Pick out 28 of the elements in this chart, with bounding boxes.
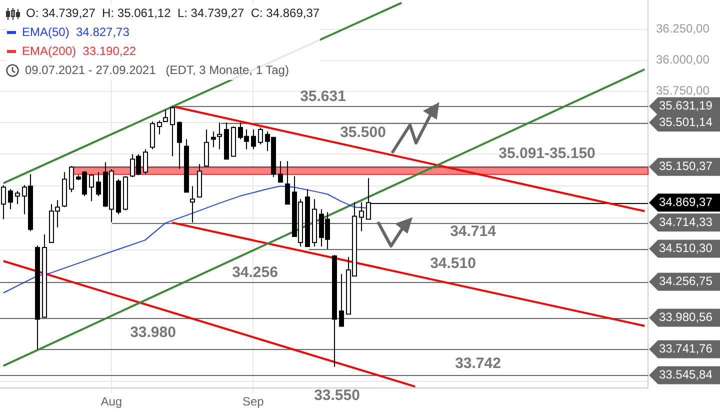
ref-line-label: 33.980,56 <box>659 310 713 324</box>
ref-line-label: 34.714,33 <box>659 214 713 229</box>
text: O: 34.739,27 H: 35.061,12 L: 34.739,27 C: 34.869,37 <box>26 5 320 22</box>
annotation: 34.510 <box>430 255 476 272</box>
annotation: 33.742 <box>455 355 501 372</box>
y-tick-label: 36.250,00 <box>656 22 710 36</box>
annotation: 35.631 <box>300 88 346 106</box>
x-tick-label: Sep <box>242 394 264 409</box>
text: 09.07.2021 - 27.09.2021 (EDT, 3 Monate, 1 Tag) <box>25 62 289 79</box>
y-tick-label: 35.750,00 <box>656 84 710 98</box>
annotation: 34.256 <box>232 264 278 282</box>
ref-line-label: 34.869,37 <box>659 194 713 209</box>
ref-line-label: 33.545,84 <box>659 368 713 382</box>
annotation: 34.714 <box>450 223 497 240</box>
x-tick-label: Aug <box>100 394 122 409</box>
ref-line-label: 35.501,14 <box>659 114 713 129</box>
ref-line-label: 34.256,75 <box>659 274 713 288</box>
annotation: 35.500 <box>340 124 386 142</box>
band-label: 35.091-35.150 <box>498 145 596 162</box>
annotation: 33.980 <box>130 324 176 342</box>
ref-line-label: 35.150,37 <box>659 159 713 174</box>
legend-label: EMA(50) 34.827,73 <box>22 24 130 41</box>
y-tick-label: 36.000,00 <box>656 52 710 67</box>
legend-label: EMA(200) 33.190,22 <box>22 43 136 60</box>
annotation: 33.550 <box>314 387 360 404</box>
ref-line-label: 34.510,30 <box>659 241 713 256</box>
ref-line-label: 35.631,19 <box>659 98 713 113</box>
ref-line-label: 33.741,76 <box>659 342 713 356</box>
